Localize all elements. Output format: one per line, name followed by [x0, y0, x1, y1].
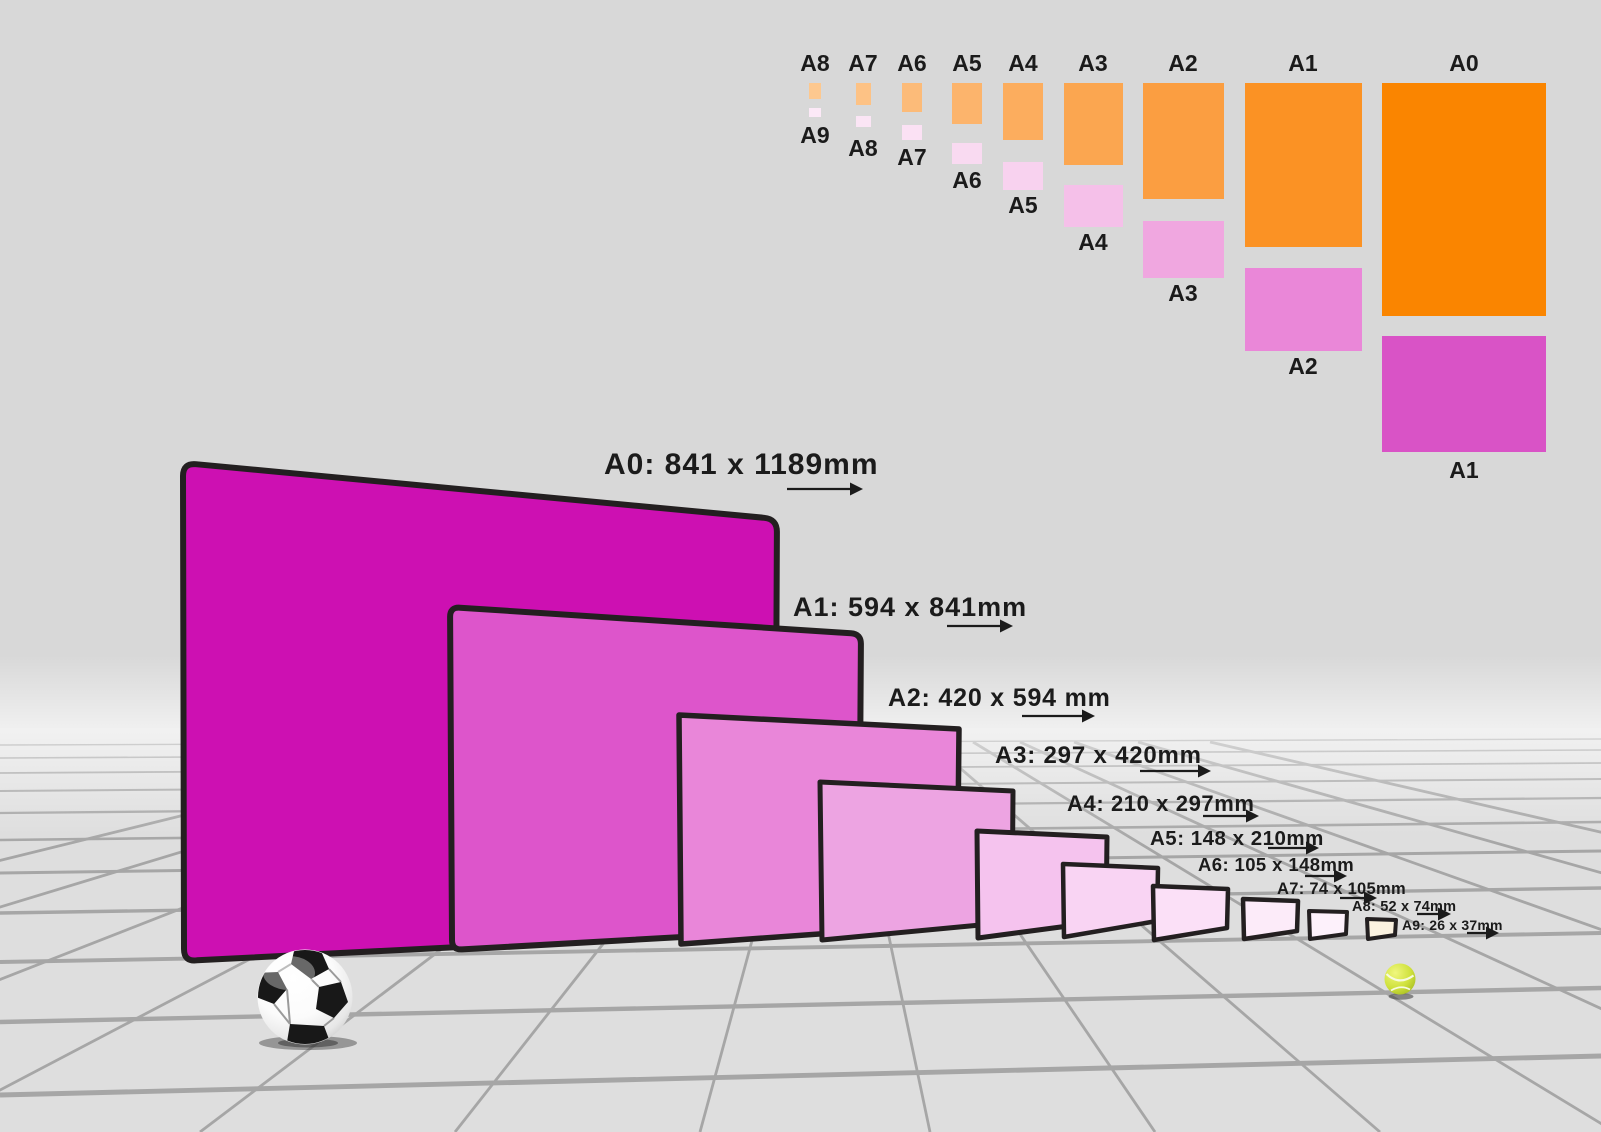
size-label-a4: A4: 210 x 297mm [1067, 791, 1255, 816]
tennis-ball-seam-lower [1390, 986, 1411, 992]
grid-line-d [1137, 740, 1601, 875]
size-label-a6: A6: 105 x 148mm [1198, 854, 1354, 875]
fold-label-top-a7: A7 [848, 50, 877, 76]
fold-label-top-a4: A4 [1008, 50, 1038, 76]
fold-label-bottom-a1: A1 [1449, 457, 1479, 483]
fold-rect-child-a9 [809, 108, 821, 117]
fold-rect-child-a2 [1245, 268, 1362, 351]
sheet-a6 [1150, 883, 1231, 943]
grid-line-d [1209, 740, 1601, 834]
fold-label-top-a6: A6 [897, 50, 926, 76]
fold-rect-parent-a6 [902, 83, 922, 112]
fold-rect-parent-a1 [1245, 83, 1362, 247]
size-label-a3: A3: 297 x 420mm [995, 742, 1202, 769]
fold-rect-parent-a7 [856, 83, 871, 105]
grid-line-d [972, 740, 1601, 1126]
fold-label-top-a1: A1 [1288, 50, 1318, 76]
fold-rect-parent-a2 [1143, 83, 1224, 199]
fold-label-top-a8: A8 [800, 50, 830, 76]
standing-sheets [180, 461, 1398, 964]
fold-label-bottom-a5: A5 [1008, 192, 1038, 218]
sheet-a7 [1240, 896, 1301, 942]
size-label-a7: A7: 74 x 105mm [1277, 880, 1406, 898]
fold-label-bottom-a4: A4 [1078, 229, 1108, 255]
fold-label-bottom-a7: A7 [897, 144, 926, 170]
fold-rect-child-a3 [1143, 221, 1224, 278]
fold-rect-child-a7 [902, 125, 922, 140]
fold-rect-child-a4 [1064, 185, 1123, 227]
fold-rect-child-a6 [952, 143, 982, 164]
sheet-a9 [1365, 917, 1398, 941]
size-labels: A0: 841 x 1189mm A1: 594 x 841mm A2: 420… [604, 448, 1503, 933]
size-label-a9: A9: 26 x 37mm [1402, 917, 1503, 933]
soccer-ball-body [257, 949, 353, 1045]
fold-label-top-a2: A2 [1168, 50, 1197, 76]
fold-chart: A8 A7 A6 A5 A4 A3 A2 A1 A0 A9 A8 A7 A6 A… [800, 50, 1546, 483]
size-arrows [787, 482, 1499, 940]
fold-label-top-a5: A5 [952, 50, 982, 76]
sheet-a8 [1307, 909, 1349, 941]
fold-label-top-a0: A0 [1449, 50, 1478, 76]
fold-label-bottom-a9: A9 [800, 122, 829, 148]
grid-line-d [1073, 740, 1601, 932]
fold-label-bottom-a3: A3 [1168, 280, 1197, 306]
size-label-a8: A8: 52 x 74mm [1352, 899, 1456, 915]
fold-label-bottom-a8: A8 [848, 135, 878, 161]
fold-rect-parent-a0 [1382, 83, 1546, 316]
tennis-ball [1384, 963, 1416, 1000]
size-label-a2: A2: 420 x 594 mm [888, 684, 1111, 712]
fold-label-top-a3: A3 [1078, 50, 1107, 76]
fold-rect-parent-a3 [1064, 83, 1123, 165]
soccer-ball-seams [273, 963, 342, 1027]
soccer-ball-highlight [263, 956, 315, 990]
fold-label-bottom-a2: A2 [1288, 353, 1317, 379]
grid-line-h [0, 1053, 1601, 1098]
grid-line-d [1019, 740, 1601, 1011]
fold-rect-child-a5 [1003, 162, 1043, 190]
fold-rect-child-a8 [856, 116, 871, 127]
size-label-a5: A5: 148 x 210mm [1150, 827, 1324, 850]
fold-rect-parent-a5 [952, 83, 982, 124]
tennis-ball-seam [1385, 973, 1415, 982]
tennis-ball-shadow [1388, 993, 1414, 1000]
fold-label-bottom-a6: A6 [952, 167, 981, 193]
fold-rect-child-a1 [1382, 336, 1546, 452]
tennis-ball-body [1384, 963, 1416, 995]
size-label-a0: A0: 841 x 1189mm [604, 448, 879, 481]
size-label-a1: A1: 594 x 841mm [793, 592, 1027, 622]
soccer-ball [257, 949, 357, 1050]
fold-rect-parent-a4 [1003, 83, 1043, 140]
fold-rect-parent-a8 [809, 83, 821, 99]
